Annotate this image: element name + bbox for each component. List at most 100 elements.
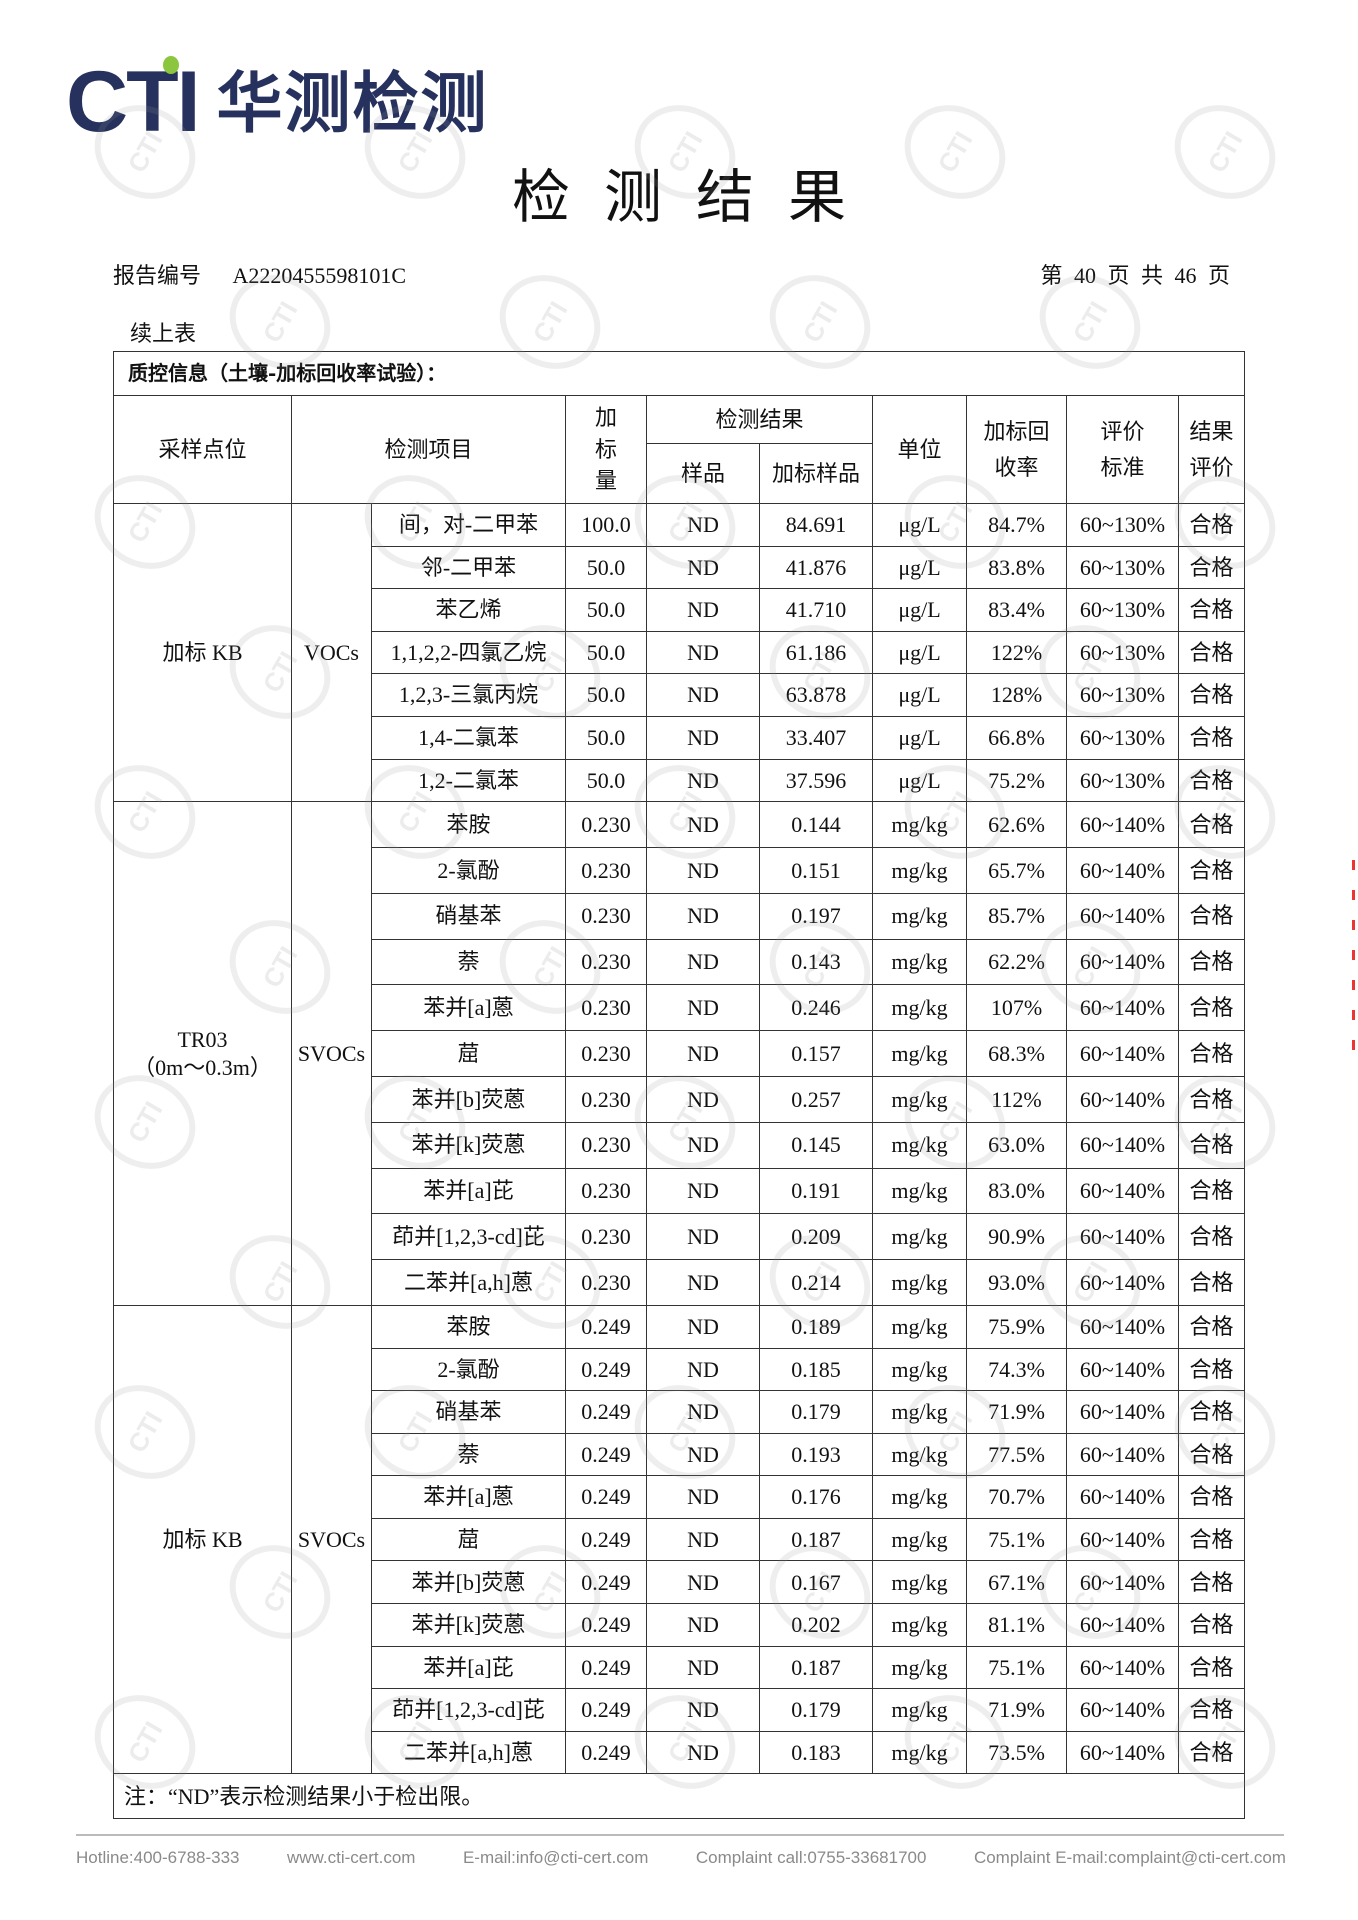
item-cell: 苯并[a]芘	[371, 1645, 566, 1690]
recovery-cell: 90.9%	[966, 1213, 1067, 1261]
header-evaluation: 结果 评价	[1177, 395, 1246, 504]
sample-cell: ND	[646, 715, 760, 760]
sample-cell: ND	[646, 588, 760, 632]
standard-cell: 60~140%	[1066, 1167, 1179, 1215]
spiked-sample-cell: 0.144	[759, 801, 873, 848]
table-row: 加标 KB SVOCs 苯胺 0.249 ND 0.189 mg/kg 75.9% 60~140…	[113, 1304, 1246, 1775]
footer-website[interactable]: www.cti-cert.com	[287, 1848, 416, 1867]
unit-cell: μg/L	[872, 715, 967, 760]
item-cell: 苯并[k]荧蒽	[371, 1121, 566, 1169]
item-cell: 萘	[371, 938, 566, 986]
sample-cell: ND	[646, 984, 760, 1032]
standard-cell: 60~140%	[1066, 984, 1179, 1032]
item-cell: 茚并[1,2,3-cd]芘	[371, 1213, 566, 1261]
standard-cell: 60~140%	[1066, 1688, 1179, 1732]
spike-cell: 0.230	[565, 1167, 647, 1215]
item-cell: 2-氯酚	[371, 846, 566, 894]
spiked-sample-cell: 0.197	[759, 892, 873, 940]
evaluation-cell: 合格	[1177, 588, 1246, 632]
evaluation-cell: 合格	[1177, 1304, 1246, 1349]
recovery-cell: 83.4%	[966, 588, 1067, 632]
table-row: 䓛 0.230 ND 0.157 mg/kg 68.3% 60~140% 合格	[114, 1030, 1246, 1077]
header-result: 检测结果	[646, 395, 873, 444]
spiked-sample-cell: 41.876	[759, 545, 873, 590]
recovery-cell: 65.7%	[966, 846, 1067, 894]
recovery-cell: 71.9%	[966, 1390, 1067, 1434]
spike-cell: 0.230	[565, 892, 647, 940]
table-row: 茚并[1,2,3-cd]芘 0.230 ND 0.209 mg/kg 90.9% 60~14…	[114, 1213, 1246, 1261]
sample-cell: ND	[646, 1560, 760, 1605]
evaluation-cell: 合格	[1177, 673, 1246, 717]
table-row: 硝基苯 0.230 ND 0.197 mg/kg 85.7% 60~140% 合格	[114, 892, 1246, 940]
sample-cell: ND	[646, 673, 760, 717]
logo-chinese: 华测检测	[216, 65, 489, 142]
footer-complaint-email[interactable]: Complaint E-mail:complaint@cti-cert.com	[973, 1848, 1286, 1867]
sample-cell: ND	[646, 758, 760, 803]
standard-cell: 60~140%	[1066, 1259, 1179, 1306]
recovery-cell: 75.1%	[966, 1645, 1067, 1690]
item-cell: 二苯并[a,h]蒽	[371, 1259, 566, 1306]
sample-cell: ND	[646, 1121, 760, 1169]
evaluation-cell: 合格	[1177, 1121, 1246, 1169]
footer-divider	[76, 1834, 1284, 1836]
table-row: 苯并[a]蒽 0.230 ND 0.246 mg/kg 107% 60~140% 合格	[114, 984, 1246, 1032]
spike-cell: 0.230	[565, 1121, 647, 1169]
evaluation-cell: 合格	[1177, 1030, 1246, 1077]
item-cell: 茚并[1,2,3-cd]芘	[371, 1688, 566, 1732]
item-cell: 硝基苯	[371, 1390, 566, 1434]
item-cell: 苯胺	[371, 801, 566, 848]
location-cell: 加标 KB	[113, 1304, 292, 1775]
recovery-cell: 122%	[966, 630, 1067, 675]
spike-cell: 0.249	[565, 1304, 647, 1349]
evaluation-cell: 合格	[1177, 715, 1246, 760]
table-row: 䓛 0.249 ND 0.187 mg/kg 75.1% 60~140% 合格	[114, 1517, 1246, 1562]
evaluation-cell: 合格	[1177, 1167, 1246, 1215]
unit-cell: mg/kg	[872, 1645, 967, 1690]
evaluation-cell: 合格	[1177, 503, 1246, 547]
spike-cell: 0.249	[565, 1603, 647, 1647]
table-row: 茚并[1,2,3-cd]芘 0.249 ND 0.179 mg/kg 71.9% 60~14…	[114, 1688, 1246, 1732]
footer-email[interactable]: E-mail:info@cti-cert.com	[462, 1848, 649, 1867]
sample-cell: ND	[646, 1347, 760, 1392]
spiked-sample-cell: 0.191	[759, 1167, 873, 1215]
item-cell: 苯胺	[371, 1304, 566, 1349]
spike-cell: 50.0	[565, 758, 647, 803]
recovery-cell: 63.0%	[966, 1121, 1067, 1169]
sample-cell: ND	[646, 1603, 760, 1647]
spiked-sample-cell: 33.407	[759, 715, 873, 760]
unit-cell: mg/kg	[872, 1304, 967, 1349]
standard-cell: 60~140%	[1066, 1517, 1179, 1562]
header-spiked-sample: 加标样品	[759, 443, 873, 504]
sample-cell: ND	[646, 1517, 760, 1562]
sample-cell: ND	[646, 1645, 760, 1690]
evaluation-cell: 合格	[1177, 1603, 1246, 1647]
recovery-cell: 62.6%	[966, 801, 1067, 848]
spiked-sample-cell: 0.157	[759, 1030, 873, 1077]
item-cell: 苯并[a]蒽	[371, 984, 566, 1032]
sample-cell: ND	[646, 1390, 760, 1434]
standard-cell: 60~140%	[1066, 1030, 1179, 1077]
spike-cell: 0.249	[565, 1688, 647, 1732]
evaluation-cell: 合格	[1177, 938, 1246, 986]
evaluation-cell: 合格	[1177, 801, 1246, 848]
standard-cell: 60~140%	[1066, 1560, 1179, 1605]
recovery-cell: 77.5%	[966, 1432, 1067, 1477]
spiked-sample-cell: 0.151	[759, 846, 873, 894]
cti-logo: CTI 华测检测	[66, 50, 489, 145]
unit-cell: μg/L	[872, 630, 967, 675]
table-row: 1,1,2,2-四氯乙烷 50.0 ND 61.186 μg/L 122% 60~130% 合…	[114, 630, 1246, 675]
spiked-sample-cell: 0.183	[759, 1730, 873, 1775]
unit-cell: mg/kg	[872, 846, 967, 894]
standard-cell: 60~140%	[1066, 892, 1179, 940]
table-row: 二苯并[a,h]蒽 0.249 ND 0.183 mg/kg 73.5% 60~140% 合格	[114, 1730, 1246, 1775]
sample-cell: ND	[646, 1688, 760, 1732]
page-title: 检测结果	[511, 165, 880, 230]
spiked-sample-cell: 0.209	[759, 1213, 873, 1261]
spike-cell: 0.230	[565, 846, 647, 894]
report-number-label: 报告编号	[113, 263, 202, 288]
spiked-sample-cell: 0.193	[759, 1432, 873, 1477]
spike-cell: 0.249	[565, 1730, 647, 1775]
standard-cell: 60~140%	[1066, 1075, 1179, 1123]
standard-cell: 60~140%	[1066, 801, 1179, 848]
table-row: 萘 0.230 ND 0.143 mg/kg 62.2% 60~140% 合格	[114, 938, 1246, 986]
